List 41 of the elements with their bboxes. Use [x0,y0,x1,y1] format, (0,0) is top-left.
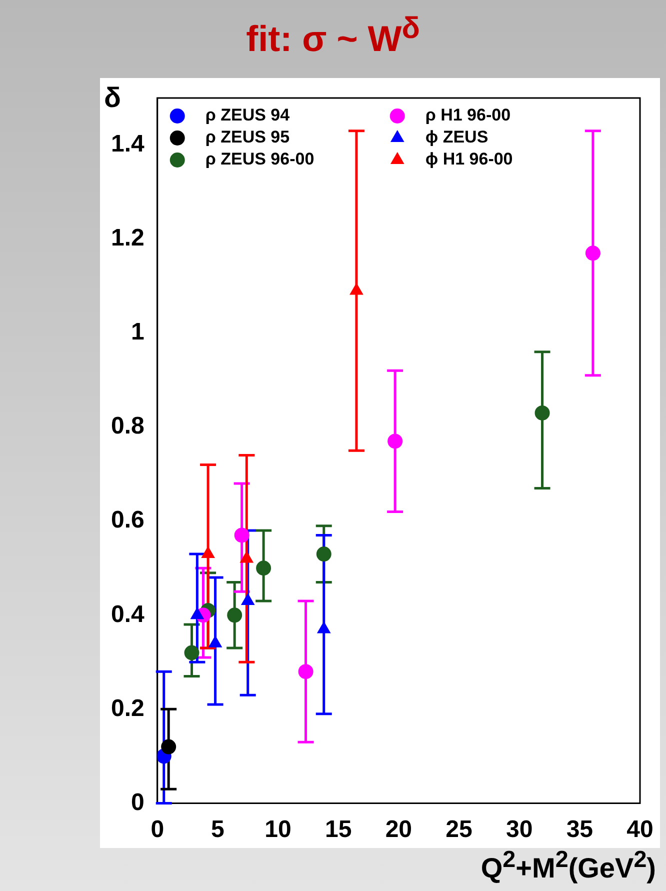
x-tick-label: 0 [150,816,164,844]
legend-label: ρ ZEUS 94 [205,106,290,125]
y-tick-label: 1.2 [110,224,144,252]
legend-label: ρ ZEUS 96-00 [205,150,314,169]
x-tick-label: 20 [385,816,412,844]
x-axis-title: Q$^{2}$+M$^{2}$(GeV$^{2}$) [480,846,656,884]
point [316,546,332,562]
x-tick-label: 30 [506,816,533,844]
x-tick-label: 10 [264,816,292,844]
point [256,560,272,576]
point [184,645,200,660]
point [388,434,403,449]
x-tick-label: 25 [446,816,472,844]
x-tick-label: 15 [325,816,352,844]
point [241,594,254,606]
point [534,405,550,420]
legend-label: ρ H1 96-00 [425,106,511,125]
point [227,608,242,623]
point [350,283,364,295]
y-tick-label: 0.8 [110,412,144,440]
y-tick-label: 0.2 [110,694,144,722]
legend-label: ϕ H1 96-00 [425,150,513,169]
point [201,546,215,558]
y-tick-label: 0.6 [110,506,144,534]
x-tick-label: 40 [626,816,654,844]
point [298,664,314,680]
y-axis-title: δ [104,82,121,114]
point [161,739,176,754]
y-tick-label: 0 [131,788,144,816]
point [585,246,600,261]
point [234,528,250,543]
point [317,622,330,634]
y-tick-label: 1 [131,318,144,346]
legend-label: ϕ ZEUS [425,128,488,147]
x-tick-label: 5 [211,816,224,844]
legend-label: ρ ZEUS 95 [205,128,290,147]
x-tick-label: 35 [566,816,594,844]
chart-title: fit: σ ~ W$^{δ}$ [245,12,421,60]
y-tick-label: 1.4 [110,130,146,158]
point [240,551,254,563]
y-tick-label: 0.4 [110,600,146,628]
